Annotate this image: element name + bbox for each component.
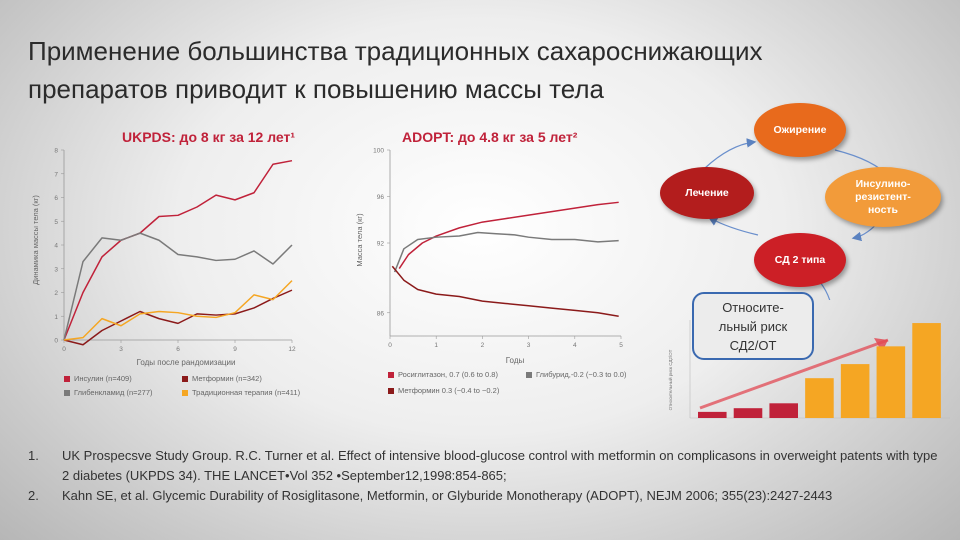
risk-box-line-3: СД2/ОТ xyxy=(729,337,777,353)
x-tick-label: 0 xyxy=(388,342,392,349)
legend-glib: Глибенкламид (n=277) xyxy=(74,388,153,397)
y-tick-label: 8 xyxy=(54,148,58,155)
legend-conventional: Традиционная терапия (n=411) xyxy=(192,388,301,397)
series-line-1 xyxy=(63,159,293,341)
y-tick-label: 5 xyxy=(54,219,58,226)
ir-line-1: Инсулино- xyxy=(855,177,911,190)
legend-swatch xyxy=(388,387,394,394)
node-insulin-resistance: Инсулино- резистент- ность xyxy=(825,167,941,227)
ir-line-2: резистент- xyxy=(855,190,911,203)
risk-bar-1 xyxy=(698,411,727,418)
series-line-1 xyxy=(398,201,619,269)
node-t2d-label: СД 2 типа xyxy=(774,254,826,266)
risk-bar-7 xyxy=(912,323,941,418)
y-tick-label: 6 xyxy=(54,195,58,202)
risk-bar-6 xyxy=(876,346,906,418)
node-obesity-label: Ожирение xyxy=(773,124,827,136)
legend-swatch xyxy=(182,389,188,396)
series-line-3 xyxy=(63,289,293,346)
arrow-treatment-to-obesity xyxy=(704,138,757,169)
risk-bar-2 xyxy=(733,408,763,418)
reference-text: Kahn SE, et al. Glycemic Durability of R… xyxy=(62,488,833,503)
adopt-xlabel: Годы xyxy=(506,356,525,365)
y-tick-label: 1 xyxy=(54,314,58,321)
y-tick-label: 96 xyxy=(377,194,385,201)
risk-box-line-1: Относите- xyxy=(722,299,784,315)
node-treatment: Лечение xyxy=(660,167,754,219)
reference-number: 2. xyxy=(28,488,39,503)
risk-bar-5 xyxy=(840,364,870,418)
y-tick-label: 0 xyxy=(54,338,58,345)
adopt-heading: ADOPT: до 4.8 кг за 5 лет² xyxy=(402,129,578,145)
references: 1. UK Prospecsve Study Group. R.C. Turne… xyxy=(28,446,948,506)
risk-bar-chart: Относительный риск СД2/ОТ xyxy=(667,320,950,419)
legend-met: Метформин 0.3 (−0.4 to −0.2) xyxy=(398,386,500,395)
x-tick-label: 12 xyxy=(288,346,296,353)
arrow-t2d-to-treatment xyxy=(707,216,759,236)
legend-glyb: Глибурид,-0.2 (−0.3 to 0.0) xyxy=(536,370,627,379)
x-tick-label: 2 xyxy=(481,342,485,349)
arrow-t2d-to-box xyxy=(819,281,831,300)
title-line-2: препаратов приводит к повышению массы те… xyxy=(28,74,604,104)
y-tick-label: 86 xyxy=(377,310,385,317)
legend-insulin: Инсулин (n=409) xyxy=(74,374,132,383)
y-tick-label: 4 xyxy=(54,243,58,250)
adopt-ylabel: Масса тела (кг) xyxy=(355,213,364,267)
y-tick-label: 3 xyxy=(54,266,58,273)
y-tick-label: 2 xyxy=(54,290,58,297)
node-t2d: СД 2 типа xyxy=(754,233,846,287)
legend-swatch xyxy=(526,371,532,378)
series-line-3 xyxy=(391,265,619,317)
risk-bar-4 xyxy=(805,378,834,418)
legend-swatch xyxy=(64,375,70,382)
reference-2: 2. Kahn SE, et al. Glycemic Durability o… xyxy=(28,486,948,506)
relative-risk-box: Относите- льный риск СД2/ОТ xyxy=(692,292,814,360)
x-tick-label: 9 xyxy=(233,346,237,353)
x-tick-label: 3 xyxy=(527,342,531,349)
reference-1: 1. UK Prospecsve Study Group. R.C. Turne… xyxy=(28,446,948,486)
node-obesity: Ожирение xyxy=(754,103,846,157)
series-line-2 xyxy=(63,232,293,341)
ukpds-legend: Инсулин (n=409) Метформин (n=342) Глибен… xyxy=(64,374,344,400)
reference-number: 1. xyxy=(28,448,39,463)
ir-line-3: ность xyxy=(867,203,899,216)
y-tick-label: 92 xyxy=(377,241,385,248)
adopt-legend: Росиглитазон, 0.7 (0.6 to 0.8) Глибурид,… xyxy=(388,370,668,396)
legend-metformin: Метформин (n=342) xyxy=(192,374,262,383)
x-tick-label: 6 xyxy=(176,346,180,353)
ukpds-ylabel: Динамика массы тела (кг) xyxy=(31,195,40,285)
x-tick-label: 5 xyxy=(619,342,623,349)
slide-title: Применение большинства традиционных саха… xyxy=(28,32,928,108)
node-treatment-label: Лечение xyxy=(685,187,729,199)
node-ir-label: Инсулино- резистент- ность xyxy=(855,178,911,217)
ukpds-heading: UKPDS: до 8 кг за 12 лет¹ xyxy=(122,129,296,145)
legend-swatch xyxy=(182,375,188,382)
risk-bar-3 xyxy=(769,403,798,418)
series-line-2 xyxy=(393,231,619,273)
x-tick-label: 1 xyxy=(434,342,438,349)
risk-box-line-2: льный риск xyxy=(718,318,788,334)
legend-swatch xyxy=(388,371,394,378)
reference-text: UK Prospecsve Study Group. R.C. Turner e… xyxy=(62,448,938,483)
y-tick-label: 100 xyxy=(373,148,384,155)
y-tick-label: 7 xyxy=(54,171,58,178)
adopt-chart: 86 92 96 100 0 1 2 3 4 5 Годы Масса тела (кг) xyxy=(355,148,623,366)
legend-swatch xyxy=(64,389,70,396)
x-tick-label: 0 xyxy=(62,346,66,353)
ukpds-xlabel: Годы после рандомизации xyxy=(137,358,236,367)
legend-rosi: Росиглитазон, 0.7 (0.6 to 0.8) xyxy=(398,370,498,379)
trend-arrow xyxy=(699,338,889,410)
title-line-1: Применение большинства традиционных саха… xyxy=(28,36,763,66)
trend-arrow-head xyxy=(874,338,888,352)
x-tick-label: 4 xyxy=(573,342,577,349)
series-line-4 xyxy=(63,280,293,341)
risk-ylabel: Относительный риск СД2/ОТ xyxy=(667,349,673,410)
x-tick-label: 3 xyxy=(119,346,123,353)
